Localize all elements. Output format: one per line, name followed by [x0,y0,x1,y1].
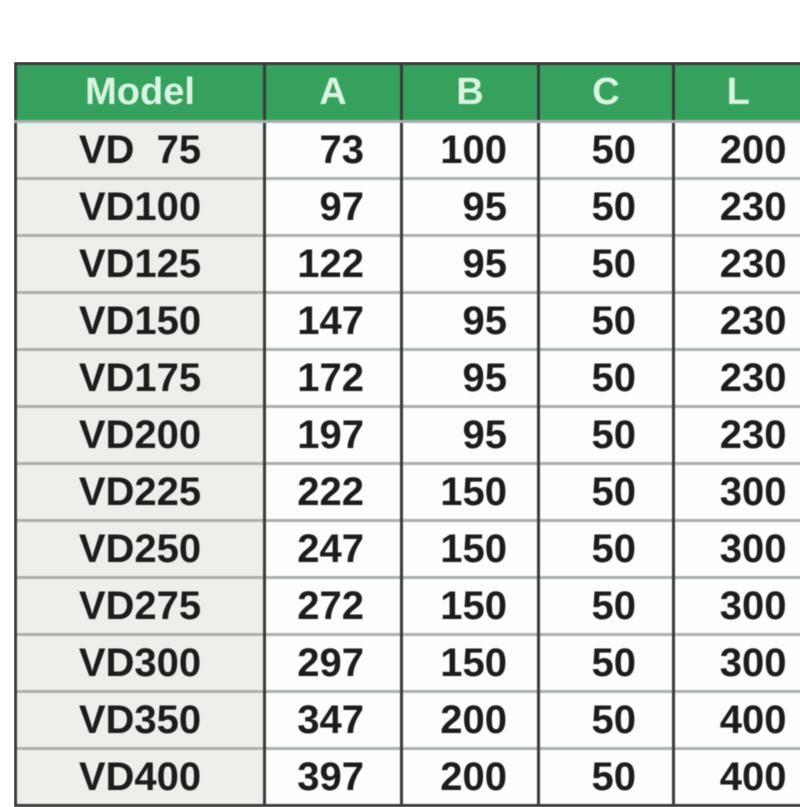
value-cell-l: 400 [674,692,800,749]
value-cell-l: 400 [674,749,800,806]
value-cell-b: 150 [402,578,539,635]
value-cell-b: 150 [402,635,539,692]
model-cell: VD350 [16,692,265,749]
value-cell-a: 147 [265,293,402,350]
table-row: VD175 172 95 50 230 [16,350,800,407]
value-cell-l: 300 [674,635,800,692]
model-cell: VD250 [16,521,265,578]
value-cell-a: 122 [265,236,402,293]
value-cell-c: 50 [539,578,674,635]
table-row: VD100 97 95 50 230 [16,179,800,236]
value-cell-a: 97 [265,179,402,236]
model-cell: VD300 [16,635,265,692]
table-row: VD350 347 200 50 400 [16,692,800,749]
model-cell: VD 75 [16,122,265,179]
value-cell-l: 300 [674,521,800,578]
table-row: VD225 222 150 50 300 [16,464,800,521]
header-cell-model: Model [16,64,265,122]
value-cell-c: 50 [539,236,674,293]
value-cell-c: 50 [539,521,674,578]
value-cell-c: 50 [539,692,674,749]
table-row: VD300 297 150 50 300 [16,635,800,692]
table-header: Model A B C L [16,64,800,122]
spec-table-container: Model A B C L VD 75 73 100 50 200 VD100 … [14,62,800,807]
value-cell-c: 50 [539,179,674,236]
model-cell: VD400 [16,749,265,806]
value-cell-b: 95 [402,236,539,293]
table-row: VD275 272 150 50 300 [16,578,800,635]
value-cell-b: 200 [402,692,539,749]
value-cell-b: 95 [402,407,539,464]
model-cell: VD125 [16,236,265,293]
value-cell-c: 50 [539,407,674,464]
value-cell-b: 150 [402,464,539,521]
dimensions-table: Model A B C L VD 75 73 100 50 200 VD100 … [14,62,800,807]
value-cell-c: 50 [539,749,674,806]
value-cell-l: 230 [674,236,800,293]
model-cell: VD100 [16,179,265,236]
table-row: VD200 197 95 50 230 [16,407,800,464]
model-cell: VD175 [16,350,265,407]
value-cell-c: 50 [539,350,674,407]
model-cell: VD200 [16,407,265,464]
value-cell-b: 150 [402,521,539,578]
value-cell-b: 200 [402,749,539,806]
header-row: Model A B C L [16,64,800,122]
table-row: VD250 247 150 50 300 [16,521,800,578]
value-cell-a: 397 [265,749,402,806]
value-cell-l: 300 [674,578,800,635]
header-cell-l: L [674,64,800,122]
model-cell: VD275 [16,578,265,635]
model-cell: VD150 [16,293,265,350]
value-cell-c: 50 [539,635,674,692]
value-cell-c: 50 [539,464,674,521]
header-cell-b: B [402,64,539,122]
table-body: VD 75 73 100 50 200 VD100 97 95 50 230 V… [16,122,800,806]
value-cell-b: 95 [402,179,539,236]
value-cell-a: 73 [265,122,402,179]
header-cell-a: A [265,64,402,122]
value-cell-c: 50 [539,293,674,350]
value-cell-a: 172 [265,350,402,407]
value-cell-b: 100 [402,122,539,179]
table-row: VD400 397 200 50 400 [16,749,800,806]
value-cell-l: 230 [674,293,800,350]
value-cell-a: 247 [265,521,402,578]
value-cell-a: 347 [265,692,402,749]
value-cell-b: 95 [402,350,539,407]
table-row: VD150 147 95 50 230 [16,293,800,350]
value-cell-l: 200 [674,122,800,179]
value-cell-l: 230 [674,407,800,464]
value-cell-b: 95 [402,293,539,350]
value-cell-l: 230 [674,179,800,236]
header-cell-c: C [539,64,674,122]
value-cell-l: 230 [674,350,800,407]
value-cell-a: 222 [265,464,402,521]
value-cell-c: 50 [539,122,674,179]
table-row: VD125 122 95 50 230 [16,236,800,293]
value-cell-a: 272 [265,578,402,635]
model-cell: VD225 [16,464,265,521]
value-cell-a: 197 [265,407,402,464]
value-cell-l: 300 [674,464,800,521]
table-row: VD 75 73 100 50 200 [16,122,800,179]
value-cell-a: 297 [265,635,402,692]
